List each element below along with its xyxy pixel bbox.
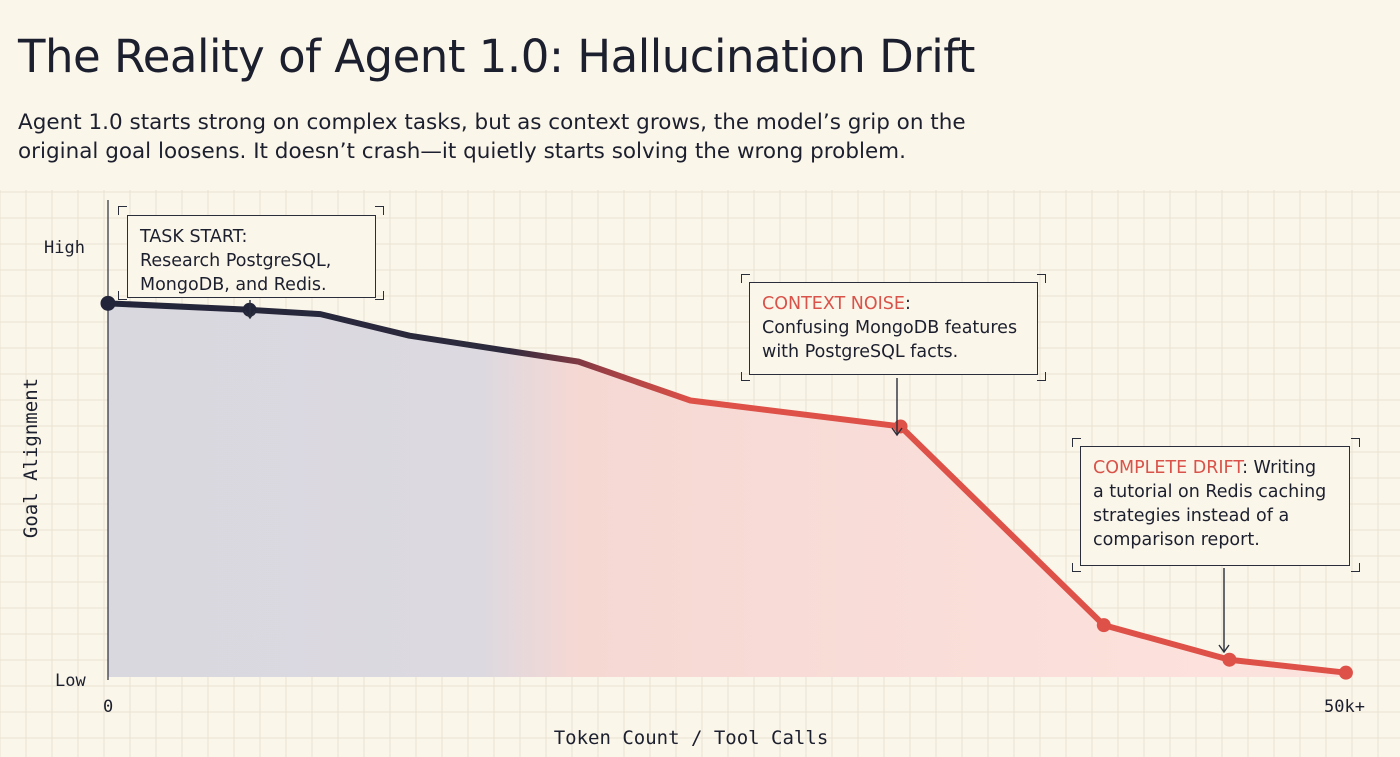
page-title: The Reality of Agent 1.0: Hallucination … (18, 30, 975, 83)
arrow-head-icon (1218, 644, 1230, 654)
annotation-context-noise: CONTEXT NOISE: Confusing MongoDB feature… (749, 282, 1038, 375)
x-tick-label-end: 50k+ (1324, 697, 1365, 717)
annotation-text: : (904, 294, 911, 314)
page-subtitle: Agent 1.0 starts strong on complex tasks… (18, 108, 1118, 166)
series-line (105, 300, 1349, 676)
annotation-text: with PostgreSQL facts. (762, 342, 959, 362)
arrow-head-icon (244, 310, 256, 320)
y-tick-label-high: High (44, 238, 85, 258)
y-tick-label-low: Low (55, 671, 86, 691)
data-point (1338, 665, 1353, 680)
annotation-complete-drift: COMPLETE DRIFT: Writing a tutorial on Re… (1080, 446, 1350, 566)
annotation-text: a tutorial on Redis caching (1093, 482, 1327, 502)
subtitle-line: Agent 1.0 starts strong on complex tasks… (18, 110, 966, 135)
annotation-arrows (244, 300, 1230, 654)
arrow-head-icon (891, 427, 903, 437)
area-fill (108, 303, 1346, 677)
annotation-label: CONTEXT NOISE (762, 294, 905, 314)
annotation-task-start: TASK START: Research PostgreSQL, MongoDB… (127, 215, 376, 298)
annotation-label: TASK START: (140, 227, 248, 247)
y-axis-label: Goal Alignment (20, 378, 42, 538)
x-axis-label: Token Count / Tool Calls (554, 727, 829, 749)
x-tick-label-start: 0 (103, 697, 113, 717)
data-point (1096, 618, 1111, 633)
data-point (893, 419, 908, 434)
annotation-text: comparison report. (1093, 530, 1260, 550)
subtitle-line: original goal loosens. It doesn’t crash—… (18, 139, 906, 164)
annotation-text: : Writing (1242, 458, 1317, 478)
data-point (1222, 652, 1237, 667)
annotation-label: COMPLETE DRIFT (1093, 458, 1243, 478)
annotation-text: strategies instead of a (1093, 506, 1290, 526)
annotation-text: Confusing MongoDB features (762, 318, 1018, 338)
annotation-text: Research PostgreSQL, (140, 251, 332, 271)
annotation-text: MongoDB, and Redis. (140, 275, 327, 295)
data-point (100, 295, 116, 311)
